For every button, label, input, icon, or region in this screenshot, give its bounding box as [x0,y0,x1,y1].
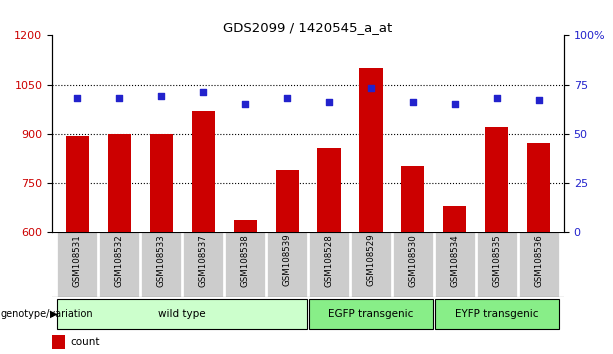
Bar [267,232,307,297]
Text: GSM108537: GSM108537 [199,234,208,287]
Point [282,96,292,101]
Bar [393,232,433,297]
Bar [52,335,65,349]
Bar [275,170,299,232]
Point [156,93,166,99]
Text: GSM108533: GSM108533 [157,234,166,287]
Text: GSM108530: GSM108530 [408,234,417,287]
Text: GSM108529: GSM108529 [367,234,376,286]
Bar [108,133,131,232]
Bar [435,232,475,297]
Bar [57,232,97,297]
Bar [234,221,257,232]
Text: GSM108531: GSM108531 [73,234,82,287]
Point [240,101,250,107]
Bar [66,136,89,232]
Bar [99,232,139,297]
Bar [351,232,391,297]
Text: GSM108539: GSM108539 [283,234,292,286]
Text: wild type: wild type [158,309,206,319]
Point [324,99,334,105]
Point [408,99,418,105]
Title: GDS2099 / 1420545_a_at: GDS2099 / 1420545_a_at [223,21,393,34]
Bar [519,232,559,297]
Bar [477,232,517,297]
Point [198,90,208,95]
Bar [57,299,307,329]
Text: GSM108534: GSM108534 [451,234,459,287]
Text: EYFP transgenic: EYFP transgenic [455,309,539,319]
Point [450,101,460,107]
Bar [150,133,173,232]
Bar [192,111,215,232]
Text: genotype/variation: genotype/variation [1,309,93,319]
Bar [435,299,559,329]
Bar [527,143,550,232]
Bar [443,206,466,232]
Text: GSM108528: GSM108528 [324,234,333,287]
Text: GSM108535: GSM108535 [492,234,501,287]
Bar [225,232,265,297]
Text: ▶: ▶ [50,309,58,319]
Bar [141,232,181,297]
Text: count: count [70,337,100,347]
Point [492,96,501,101]
Bar [485,127,508,232]
Bar [309,299,433,329]
Text: GSM108532: GSM108532 [115,234,124,287]
Point [72,96,82,101]
Bar [402,166,424,232]
Text: GSM108536: GSM108536 [535,234,543,287]
Point [115,96,124,101]
Bar [359,68,383,232]
Text: EGFP transgenic: EGFP transgenic [329,309,414,319]
Point [366,86,376,91]
Point [534,97,544,103]
Bar [318,148,341,232]
Text: GSM108538: GSM108538 [240,234,249,287]
Bar [183,232,223,297]
Bar [309,232,349,297]
